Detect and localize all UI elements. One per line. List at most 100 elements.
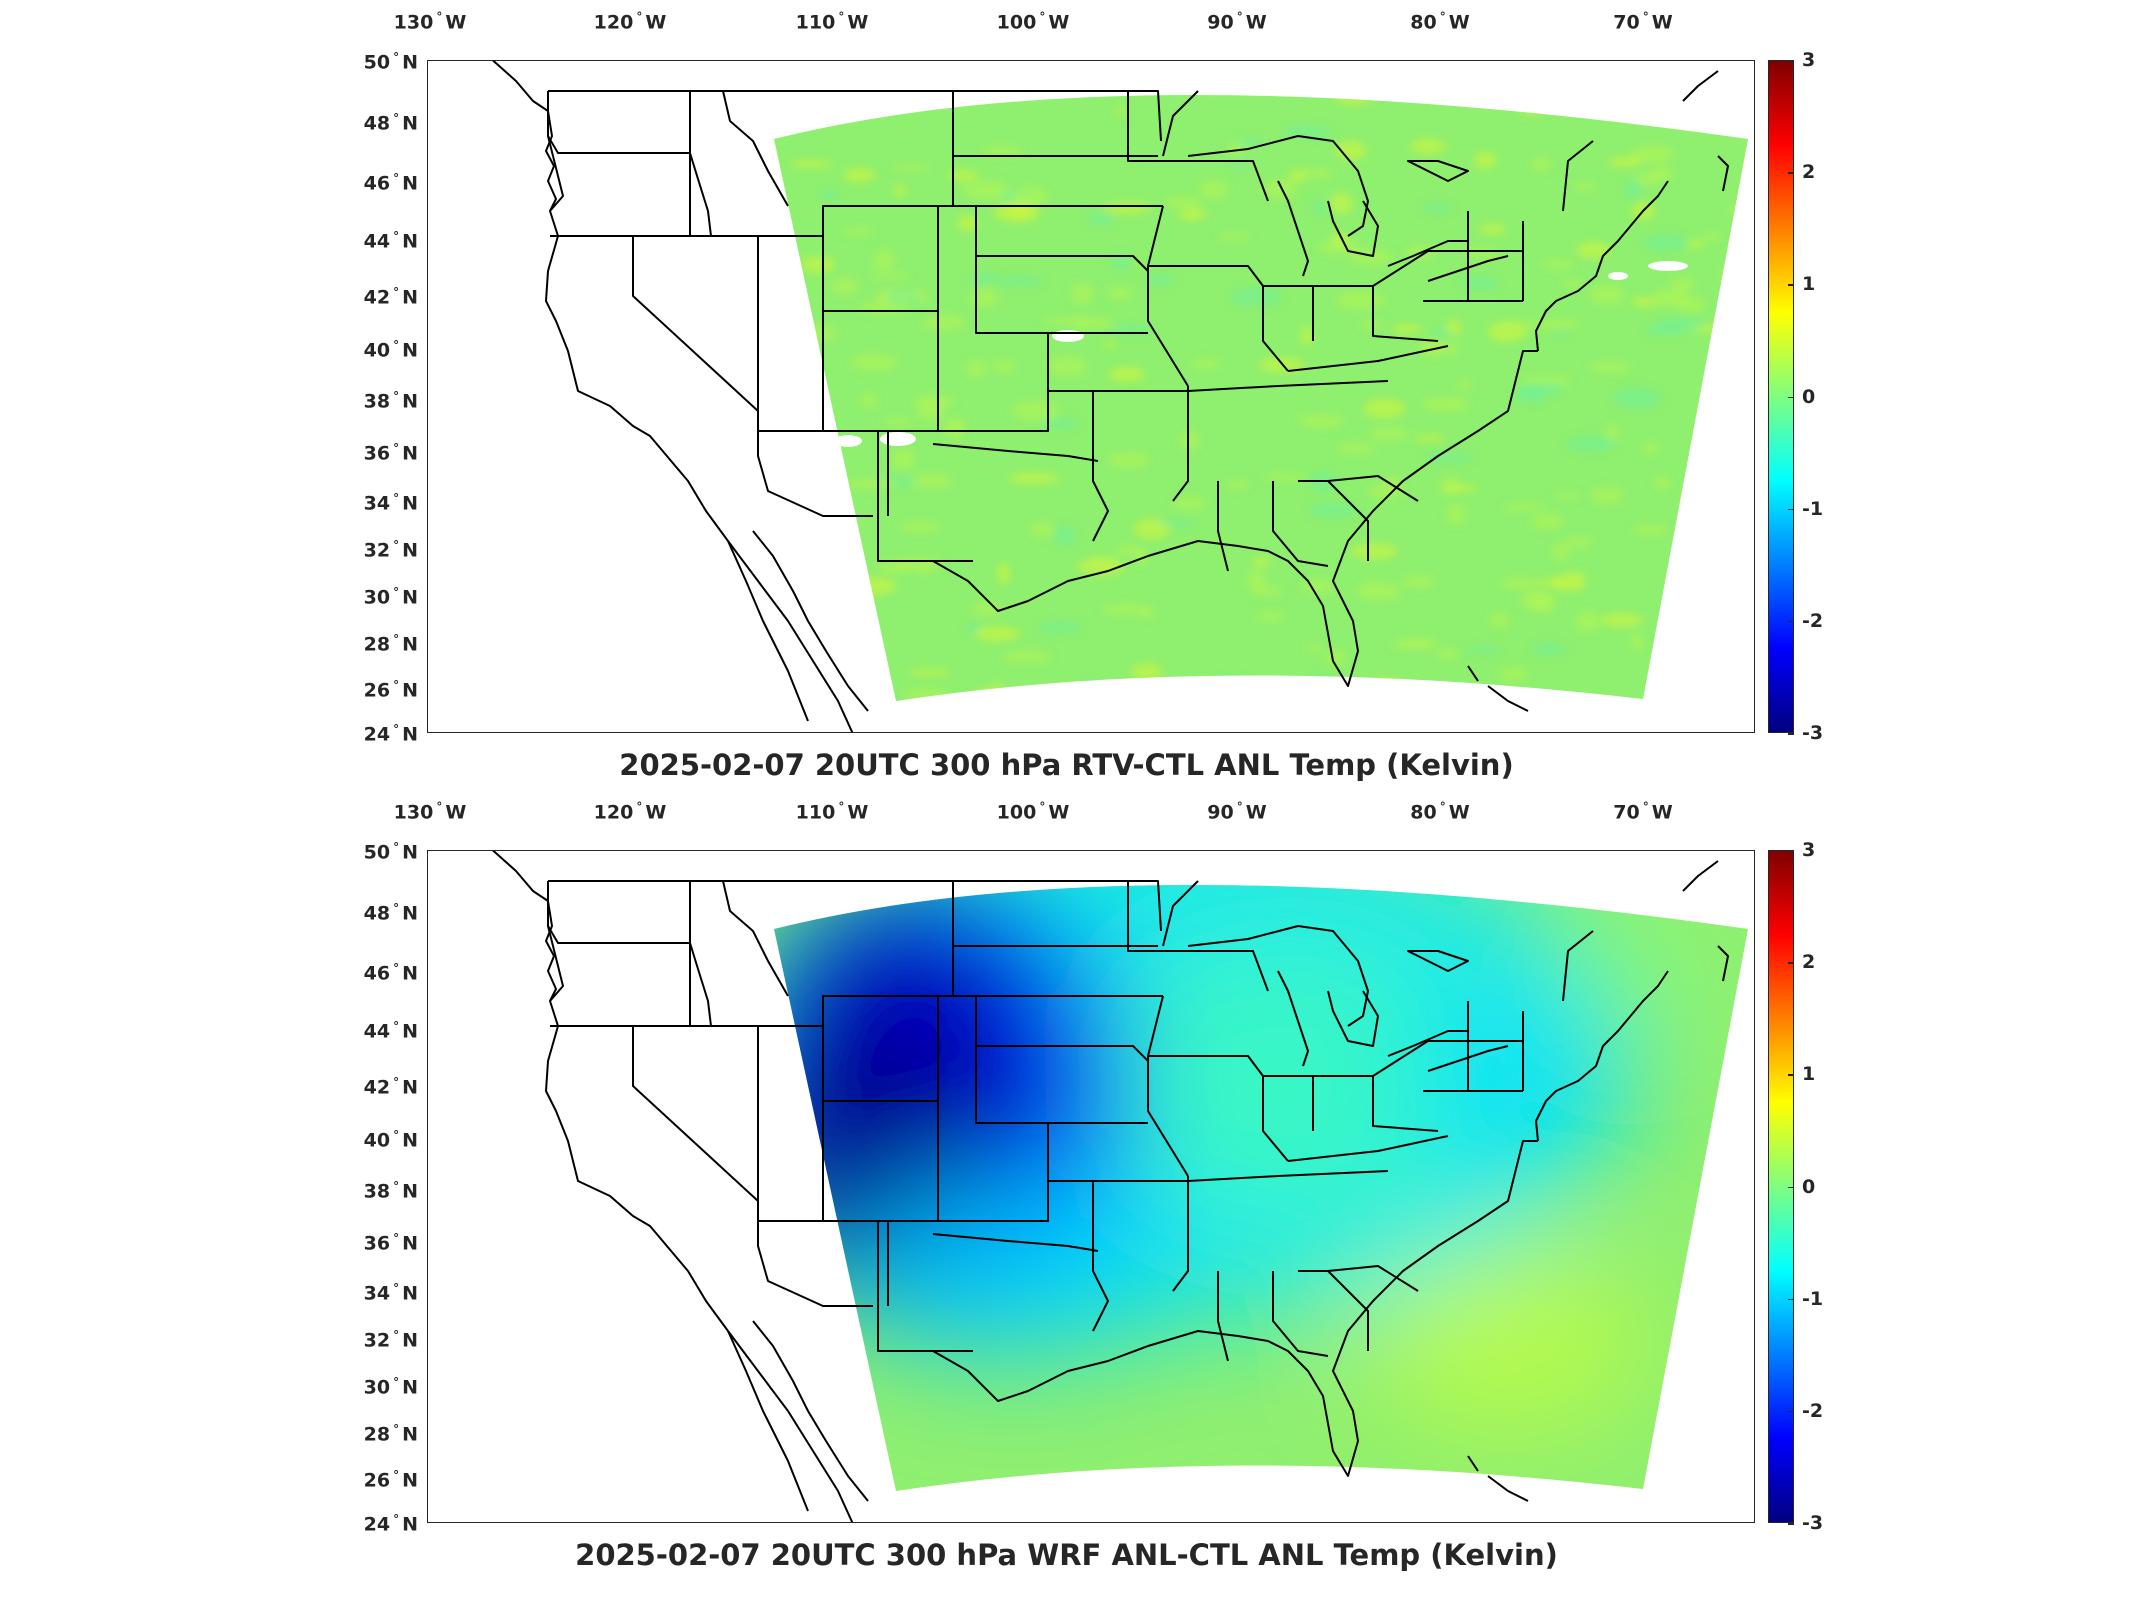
- colorbar-tick-mark: [1788, 962, 1794, 964]
- colorbar-tick-mark: [1788, 1410, 1794, 1413]
- boundary-line: [1298, 480, 1369, 561]
- boundary-line: [757, 431, 873, 517]
- boundary-line: [752, 530, 869, 712]
- boundary-line: [1298, 1270, 1369, 1351]
- map-plot-top: [427, 60, 1755, 733]
- latitude-tick-label: 48 ° N: [363, 111, 418, 135]
- colorbar-tick-mark: [1788, 850, 1794, 852]
- latitude-tick-label: 42 ° N: [363, 1075, 418, 1099]
- latitude-tick-label: 30 ° N: [363, 585, 418, 609]
- latitude-tick-label: 30 ° N: [363, 1375, 418, 1399]
- colorbar-tick-mark: [1788, 396, 1794, 398]
- latitude-tick-label: 26 ° N: [363, 678, 418, 702]
- longitude-tick-label: 110 ° W: [795, 800, 869, 824]
- boundary-line: [1093, 1170, 1389, 1182]
- longitude-tick-label: 90 ° W: [1207, 800, 1267, 824]
- boundary-line: [1092, 391, 1109, 542]
- boundary-line: [976, 1045, 1149, 1062]
- boundary-line: [1327, 990, 1379, 1047]
- longitude-tick-label: 120 ° W: [593, 800, 667, 824]
- latitude-tick-label: 46 ° N: [363, 961, 418, 985]
- boundary-line: [1093, 380, 1389, 392]
- boundary-line: [1682, 860, 1729, 982]
- latitude-tick-label: 46 ° N: [363, 171, 418, 195]
- longitude-tick-label: 100 ° W: [996, 800, 1070, 824]
- boundary-line: [1262, 1076, 1289, 1162]
- boundary-line: [1372, 250, 1523, 287]
- colorbar-tick-label: -2: [1802, 1399, 1824, 1422]
- boundary-line: [1148, 265, 1264, 287]
- boundary-line: [547, 881, 564, 1002]
- colorbar-tick-label: 3: [1802, 839, 1816, 861]
- boundary-line: [1387, 240, 1468, 267]
- boundary-line: [1535, 970, 1669, 1142]
- colorbar-tick-label: 1: [1802, 273, 1816, 296]
- colorbar-tick-mark: [1788, 508, 1794, 511]
- colorbar-tick-label: 0: [1802, 385, 1816, 408]
- boundary-line: [1172, 1176, 1189, 1292]
- latitude-tick-label: 34 ° N: [363, 1281, 418, 1305]
- colorbar-tick-mark: [1788, 172, 1794, 174]
- boundary-line: [932, 1140, 1538, 1477]
- boundary-line: [1162, 880, 1199, 947]
- boundary-line: [1372, 1040, 1523, 1077]
- colorbar-tick-label: 1: [1802, 1063, 1816, 1086]
- boundary-line: [632, 1026, 759, 1202]
- boundary-line: [547, 91, 564, 212]
- colorbar-tick-label: -1: [1802, 497, 1824, 520]
- panel-title-bottom: 2025-02-07 20UTC 300 hPa WRF ANL-CTL ANL…: [575, 1538, 1558, 1572]
- colorbar-tick-label: -3: [1802, 1512, 1824, 1534]
- boundary-line: [632, 236, 759, 412]
- boundary-line: [1217, 1271, 1229, 1362]
- boundary-line: [888, 1181, 1049, 1222]
- panel-title-top: 2025-02-07 20UTC 300 hPa RTV-CTL ANL Tem…: [619, 748, 1514, 782]
- boundary-line: [953, 880, 1162, 932]
- longitude-tick-label: 70 ° W: [1613, 800, 1673, 824]
- boundary-line: [975, 996, 1148, 1124]
- longitude-tick-label: 110 ° W: [795, 10, 869, 34]
- boundary-line: [1327, 200, 1379, 257]
- boundary-lines: [492, 851, 1729, 1522]
- temperature-field: [774, 95, 1748, 701]
- boundary-line: [1682, 70, 1729, 192]
- boundary-line: [1372, 1076, 1439, 1132]
- boundary-line: [1148, 1055, 1264, 1077]
- colorbar-tick-label: -1: [1802, 1287, 1824, 1310]
- boundary-line: [877, 1221, 973, 1352]
- latitude-tick-label: 36 ° N: [363, 441, 418, 465]
- colorbar-tick-label: 0: [1802, 1175, 1816, 1198]
- longitude-tick-label: 70 ° W: [1613, 10, 1673, 34]
- boundary-line: [1327, 1265, 1419, 1292]
- latitude-tick-label: 28 ° N: [363, 1422, 418, 1446]
- boundary-line: [1287, 1135, 1449, 1162]
- boundary-line: [1272, 481, 1329, 567]
- boundary-line: [976, 255, 1149, 272]
- colorbar-tick-label: 3: [1802, 49, 1816, 71]
- latitude-tick-label: 38 ° N: [363, 389, 418, 413]
- boundary-line: [1467, 665, 1529, 712]
- colorbar-tick-label: -3: [1802, 722, 1824, 744]
- latitude-tick-label: 32 ° N: [363, 538, 418, 562]
- boundary-line: [1372, 286, 1439, 342]
- boundary-line: [547, 135, 690, 154]
- colorbar-tick-mark: [1788, 1523, 1794, 1525]
- boundary-line: [547, 925, 690, 944]
- latitude-tick-label: 36 ° N: [363, 1231, 418, 1255]
- boundary-line: [1127, 881, 1269, 992]
- boundary-line: [752, 1320, 869, 1502]
- colorbar-tick-mark: [1788, 733, 1794, 735]
- temperature-field: [774, 885, 1748, 1491]
- boundary-line: [1467, 1455, 1529, 1502]
- latitude-tick-label: 40 ° N: [363, 338, 418, 362]
- boundary-line: [1407, 950, 1469, 972]
- colorbar-tick-mark: [1788, 1074, 1794, 1076]
- latitude-tick-label: 28 ° N: [363, 632, 418, 656]
- boundary-line: [822, 205, 939, 311]
- latitude-tick-label: 24 ° N: [363, 722, 418, 746]
- latitude-tick-label: 42 ° N: [363, 285, 418, 309]
- boundary-line: [1562, 930, 1594, 1002]
- boundary-line: [1092, 1181, 1109, 1332]
- boundary-line: [1147, 995, 1189, 1177]
- colorbar-tick-label: 2: [1802, 161, 1816, 184]
- boundary-line: [1187, 135, 1369, 237]
